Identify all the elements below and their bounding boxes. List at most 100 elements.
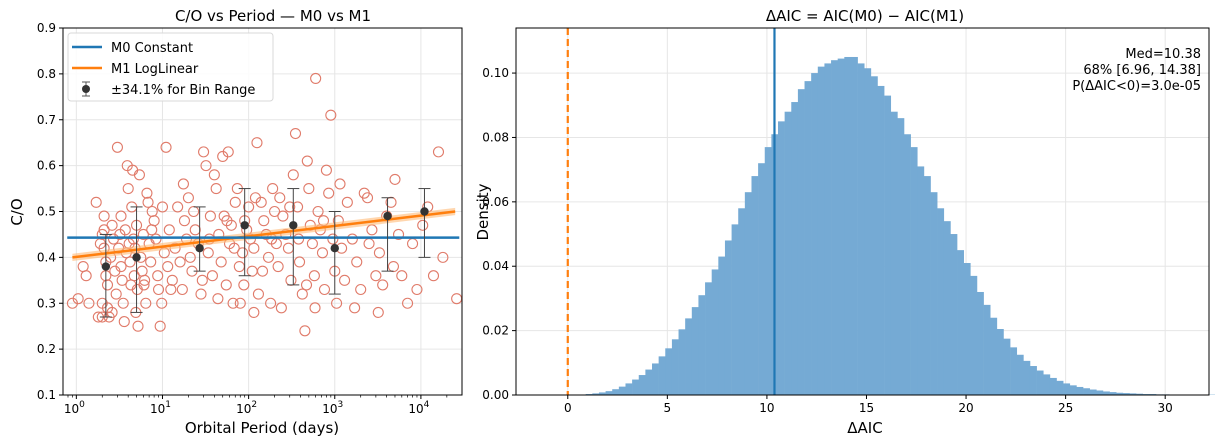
scatter-point	[90, 196, 102, 208]
histogram-bar	[976, 291, 984, 395]
scatter-point	[110, 288, 122, 300]
histogram-bar	[705, 282, 712, 395]
bin-median-marker	[420, 207, 429, 216]
histogram-bar	[1069, 385, 1077, 395]
scatter-point	[373, 247, 385, 259]
scatter-point	[156, 201, 169, 213]
scatter-point	[210, 183, 222, 195]
scatter-point	[238, 279, 250, 291]
right-y-tick-label: 0.08	[482, 130, 509, 144]
scatter-point	[154, 320, 166, 332]
scatter-point	[138, 279, 150, 291]
histogram-bar	[877, 85, 885, 396]
histogram-bar	[1096, 390, 1104, 395]
scatter-point	[221, 215, 233, 227]
legend-box	[67, 32, 274, 102]
histogram-bar	[605, 391, 613, 395]
bin-median-marker	[132, 253, 141, 262]
scatter-point	[267, 183, 279, 195]
scatter-point	[152, 283, 165, 296]
histogram-bar	[625, 383, 633, 395]
histogram-bar	[824, 63, 832, 395]
scatter-point	[289, 127, 302, 140]
histogram-bar	[1136, 393, 1144, 395]
histogram-bar	[983, 304, 991, 395]
scatter-point	[265, 297, 277, 309]
histogram-bar	[744, 192, 752, 395]
scatter-point	[308, 270, 320, 282]
left-y-tick-label: 0.2	[37, 342, 56, 356]
histogram-bar	[645, 369, 653, 395]
scatter-point	[300, 279, 313, 291]
histogram-bar	[890, 111, 898, 395]
right-x-tick-label: 5	[664, 401, 672, 415]
histogram-bar	[652, 363, 659, 395]
legend-m1-label: M1 LogLinear	[111, 62, 199, 77]
scatter-point	[323, 187, 335, 199]
left-y-ticks: 0.1 0.2 0.3 0.4 0.5 0.6 0.7 0.8 0.9	[37, 21, 63, 402]
left-scatter-points	[66, 72, 463, 337]
left-x-tick-label: 100	[64, 400, 85, 416]
left-x-tick-label: 104	[408, 400, 429, 416]
histogram-bar	[950, 234, 958, 395]
histogram-bar	[658, 356, 666, 395]
scatter-point	[275, 302, 287, 314]
histogram-bar	[850, 56, 858, 395]
histogram-bar	[698, 295, 706, 395]
scatter-point	[256, 265, 269, 277]
histogram-bar	[1089, 389, 1097, 395]
scatter-point	[346, 233, 358, 245]
scatter-point	[162, 260, 174, 273]
histogram-bar	[1029, 366, 1037, 395]
right-annotation: Med=10.38 68% [6.96, 14.38] P(ΔAIC<0)=3.…	[1072, 47, 1201, 94]
scatter-point	[252, 288, 264, 300]
scatter-point	[116, 274, 128, 286]
histogram-bar	[1109, 392, 1117, 395]
left-bin-errorbars	[99, 188, 431, 318]
right-x-tick-label: 30	[1158, 401, 1173, 415]
scatter-point	[136, 265, 148, 277]
left-y-axis-label: C/O	[8, 198, 26, 225]
annotation-median: Med=10.38	[1125, 47, 1201, 62]
scatter-point	[331, 297, 343, 309]
histogram-bar	[897, 118, 905, 395]
scatter-point	[309, 302, 321, 314]
scatter-point	[141, 187, 153, 199]
histogram-bar	[811, 73, 819, 395]
histogram-bar	[632, 379, 640, 395]
scatter-point	[248, 242, 260, 254]
histogram-bar	[618, 386, 626, 395]
histogram-bar	[1023, 360, 1031, 395]
scatter-point	[137, 228, 149, 240]
scatter-point	[310, 72, 322, 85]
right-histogram-bars	[585, 56, 1215, 396]
scatter-point	[299, 325, 311, 337]
scatter-point	[215, 256, 227, 268]
bin-median-marker	[289, 221, 298, 230]
scatter-point	[334, 178, 346, 190]
histogram-bar	[598, 392, 606, 395]
histogram-bar	[678, 329, 686, 395]
histogram-bar	[764, 147, 772, 395]
scatter-point	[142, 196, 154, 208]
histogram-bar	[917, 166, 925, 395]
scatter-point	[233, 260, 245, 273]
scatter-point	[355, 283, 367, 296]
histogram-bar	[804, 81, 812, 396]
scatter-point	[341, 196, 353, 208]
right-x-tick-label: 0	[564, 401, 572, 415]
histogram-bar	[1056, 380, 1064, 395]
scatter-point	[196, 274, 208, 286]
scatter-point	[228, 242, 240, 254]
scatter-point	[316, 247, 329, 259]
left-x-ticks: 100 101 102 103 104	[64, 395, 448, 416]
histogram-bar	[1129, 393, 1137, 395]
scatter-point	[189, 224, 201, 236]
scatter-point	[198, 146, 210, 158]
scatter-point	[115, 260, 127, 273]
scatter-point	[184, 251, 196, 263]
scatter-point	[349, 302, 361, 314]
right-y-tick-label: 0.04	[482, 259, 509, 273]
scatter-point	[351, 256, 363, 268]
legend-bin-label: ±34.1% for Bin Range	[111, 83, 255, 98]
